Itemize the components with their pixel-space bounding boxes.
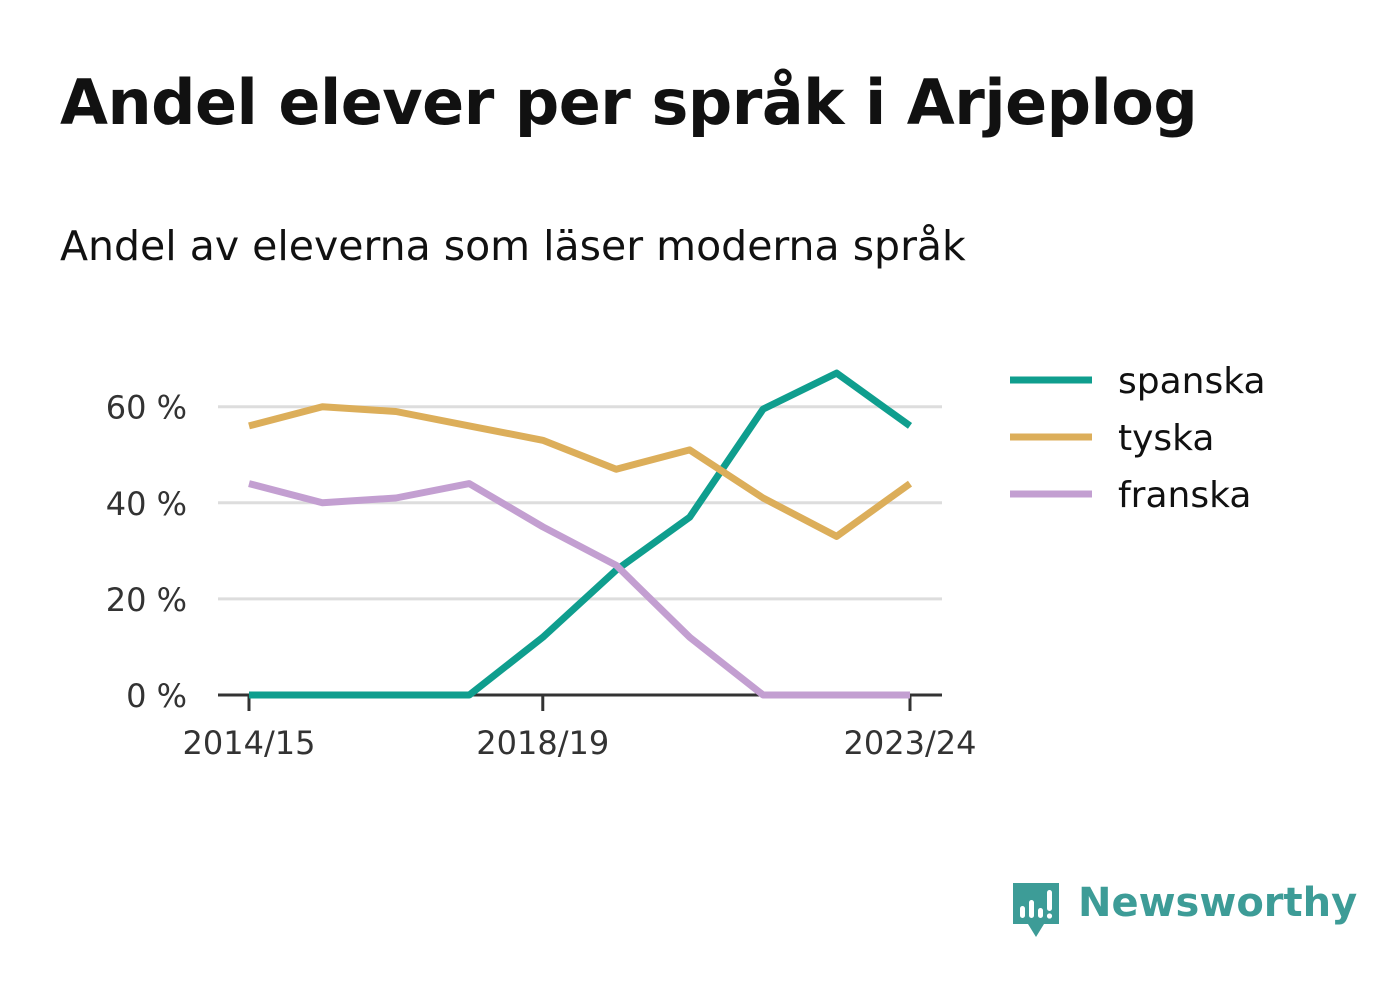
x-tick-label: 2023/24 bbox=[844, 724, 977, 762]
y-tick-label: 60 % bbox=[106, 389, 187, 427]
x-tick-label: 2018/19 bbox=[476, 724, 609, 762]
series-lines bbox=[248, 369, 913, 699]
x-axis-ticks: 2014/15 2018/19 2023/24 bbox=[183, 695, 977, 762]
chart-subtitle: Andel av eleverna som läser moderna språ… bbox=[60, 222, 966, 270]
legend: spanska tyska franska bbox=[1010, 361, 1266, 516]
series-line-franska bbox=[248, 480, 910, 699]
y-tick-label: 20 % bbox=[106, 581, 187, 619]
series-line-spanska bbox=[249, 369, 913, 699]
legend-label-tyska: tyska bbox=[1118, 418, 1214, 459]
newsworthy-logo: Newsworthy bbox=[1010, 878, 1357, 940]
legend-label-spanska: spanska bbox=[1118, 361, 1266, 402]
legend-label-franska: franska bbox=[1118, 475, 1251, 516]
chart-title: Andel elever per språk i Arjeplog bbox=[60, 66, 1198, 139]
y-tick-label: 40 % bbox=[106, 485, 187, 523]
x-tick-label: 2014/15 bbox=[183, 724, 316, 762]
y-tick-label: 0 % bbox=[126, 677, 187, 715]
brand-name: Newsworthy bbox=[1078, 880, 1358, 926]
y-axis-tick-labels: 0 % 20 % 40 % 60 % bbox=[106, 389, 187, 715]
newsworthy-bar-chart-icon bbox=[1013, 883, 1059, 937]
series-line-tyska bbox=[248, 403, 913, 540]
